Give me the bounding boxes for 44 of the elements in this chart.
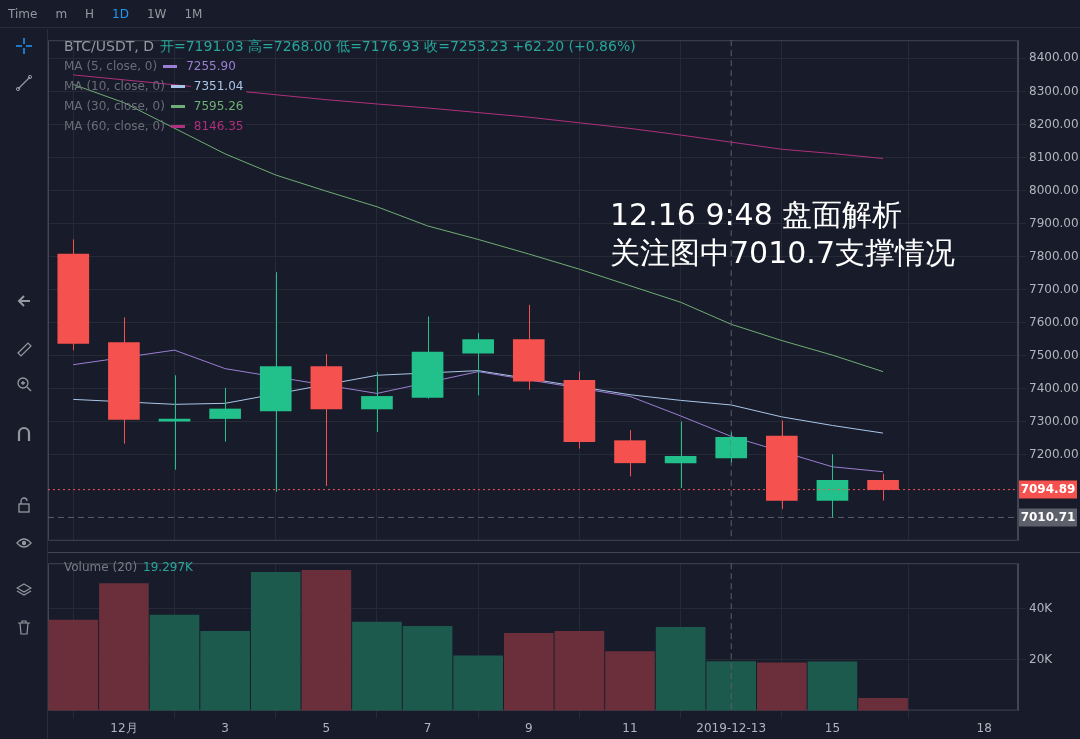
y-tick-label: 8200.00 <box>1029 116 1079 131</box>
y-tick-label: 7700.00 <box>1029 281 1079 296</box>
annotation: 7255.90 <box>183 56 239 76</box>
y-tick-label: 7500.00 <box>1029 347 1079 362</box>
y-tick-label: 8000.00 <box>1029 182 1079 197</box>
text: 1W <box>146 6 167 21</box>
x-tick-label: 5 <box>322 720 331 735</box>
x-tick-label: 3 <box>221 720 229 735</box>
text: Time <box>8 6 38 21</box>
annotation: 7351.04 <box>190 76 247 96</box>
annotation: 关注图中7010.7支撑情况 <box>610 235 955 271</box>
annotation: 8146.35 <box>190 116 247 136</box>
text: 1D <box>112 6 129 21</box>
x-tick-label: 15 <box>824 720 841 735</box>
legend-label: MA (5, close, 0) <box>64 58 158 75</box>
x-tick-label: 7 <box>423 720 432 735</box>
x-tick-label: 18 <box>976 720 992 735</box>
legend-label: MA (60, close, 0) <box>64 118 165 135</box>
x-tick-label: 11 <box>622 720 638 735</box>
x-tick-label: 9 <box>524 720 533 735</box>
y-tick-label: 8400.00 <box>1029 50 1079 65</box>
y-tick-label: 7200.00 <box>1029 447 1079 462</box>
y-tick-label: 7300.00 <box>1029 413 1079 428</box>
text: H <box>85 6 95 21</box>
chart-title: BTC/USDT, D <box>64 37 154 56</box>
annotation: 19.297K <box>143 559 193 576</box>
y-tick-label: 20K <box>1029 651 1054 666</box>
text: 1M <box>184 6 203 21</box>
ref-line-label: 7094.89 <box>1020 481 1076 496</box>
annotation: 12.16 9:48 盘面解析 <box>610 197 903 233</box>
chart-title: Volume (20) <box>64 559 138 576</box>
y-tick-label: 7900.00 <box>1029 215 1079 230</box>
y-tick-label: 7400.00 <box>1029 380 1079 395</box>
x-tick-label: 12月 <box>110 720 138 735</box>
y-tick-label: 8300.00 <box>1029 83 1079 98</box>
y-tick-label: 7600.00 <box>1029 314 1079 329</box>
annotation: 7595.26 <box>190 96 247 116</box>
y-tick-label: 8100.00 <box>1029 149 1079 164</box>
text: m <box>55 6 68 21</box>
ref-line-label: 7010.71 <box>1020 509 1076 524</box>
y-tick-label: 40K <box>1029 601 1054 616</box>
y-tick-label: 7800.00 <box>1029 248 1079 263</box>
chart-subtitle: 开=7191.03 高=7268.00 低=7176.93 收=7253.23 +62.20 (+0.86%) <box>159 37 636 56</box>
x-tick-label: 2019-12-13 <box>696 720 767 735</box>
